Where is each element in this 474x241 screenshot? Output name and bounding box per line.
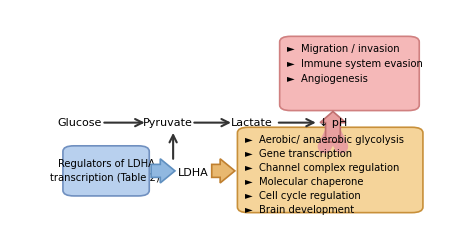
Text: LDHA: LDHA bbox=[178, 168, 209, 178]
Text: Regulators of LDHA
transcription (Table 2).: Regulators of LDHA transcription (Table … bbox=[50, 159, 163, 183]
Polygon shape bbox=[320, 112, 346, 142]
Polygon shape bbox=[151, 159, 175, 183]
Polygon shape bbox=[212, 159, 235, 183]
Text: Lactate: Lactate bbox=[231, 118, 273, 128]
FancyBboxPatch shape bbox=[280, 36, 419, 111]
Text: ►  Aerobic/ anaerobic glycolysis
►  Gene transcription
►  Channel complex regula: ► Aerobic/ anaerobic glycolysis ► Gene t… bbox=[245, 135, 404, 215]
Text: ►  Migration / invasion
►  Immune system evasion
►  Angiogenesis: ► Migration / invasion ► Immune system e… bbox=[287, 44, 423, 84]
Text: Glucose: Glucose bbox=[57, 118, 101, 128]
FancyBboxPatch shape bbox=[63, 146, 149, 196]
Text: Pyruvate: Pyruvate bbox=[143, 118, 192, 128]
Text: ↓ pH: ↓ pH bbox=[319, 118, 347, 128]
FancyBboxPatch shape bbox=[237, 127, 423, 213]
